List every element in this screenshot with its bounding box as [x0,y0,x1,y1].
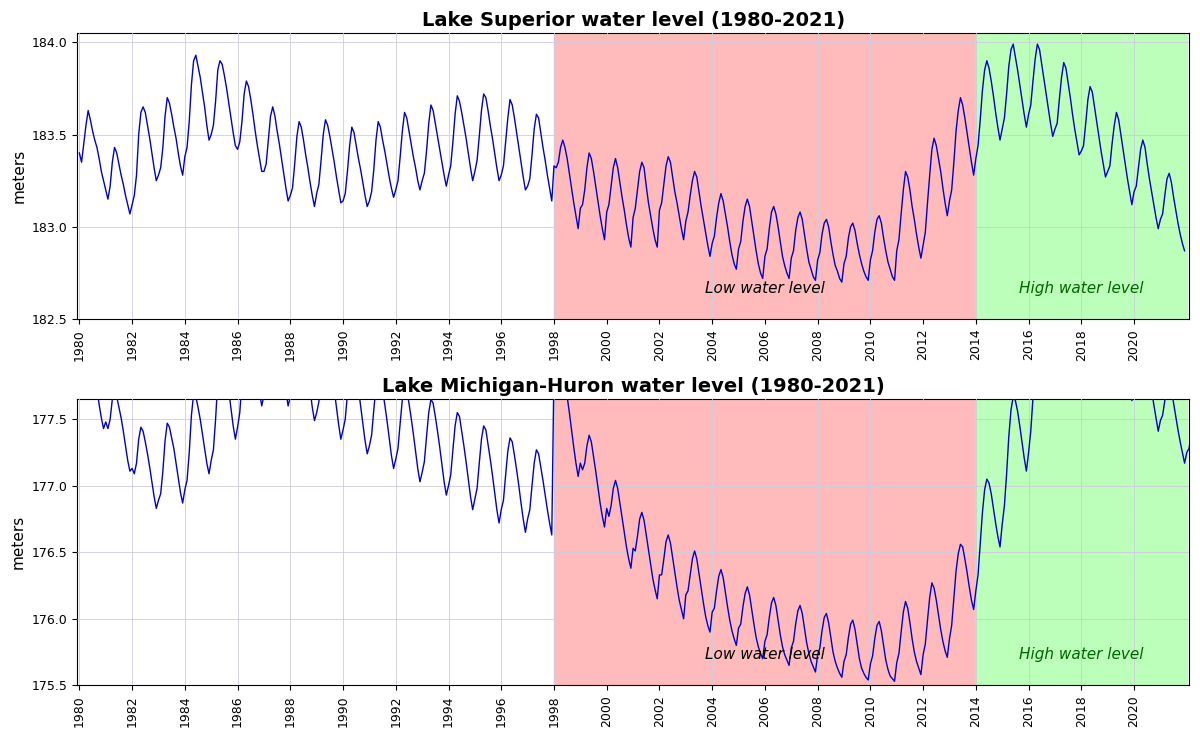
Y-axis label: meters: meters [11,149,26,203]
Text: Low water level: Low water level [704,647,824,663]
Text: Low water level: Low water level [704,281,824,296]
Y-axis label: meters: meters [11,515,26,570]
Title: Lake Superior water level (1980-2021): Lake Superior water level (1980-2021) [421,11,845,30]
Text: High water level: High water level [1019,647,1144,663]
Text: High water level: High water level [1019,281,1144,296]
Bar [554,33,976,319]
Bar [554,399,976,686]
Title: Lake Michigan-Huron water level (1980-2021): Lake Michigan-Huron water level (1980-20… [382,377,884,396]
Bar [976,399,1187,686]
Bar [976,33,1187,319]
